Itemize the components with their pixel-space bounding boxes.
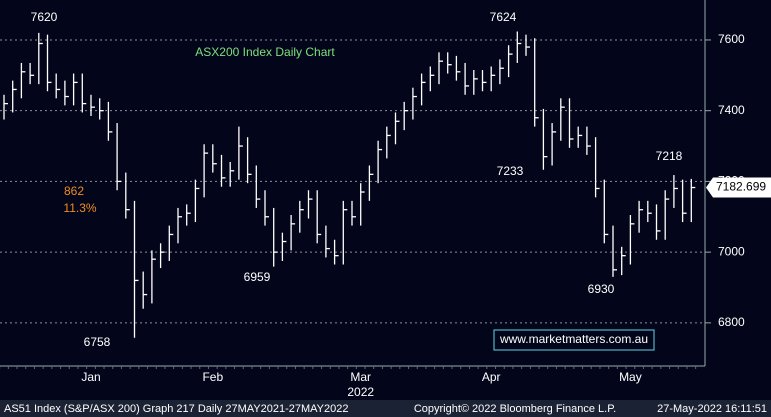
x-tick-label: Feb [202, 370, 223, 384]
footer-left: AS51 Index (S&P/ASX 200) Graph 217 Daily… [4, 403, 348, 415]
x-tick-label: Mar [350, 370, 371, 384]
footer-center: Copyright© 2022 Bloomberg Finance L.P. [414, 403, 616, 415]
annotation: 6930 [588, 282, 615, 296]
annotation: 11.3% [63, 201, 96, 215]
x-tick-label: Apr [482, 370, 501, 384]
last-price-box [706, 177, 771, 198]
y-tick-label: 6800 [718, 315, 745, 329]
footer-right: 27-May-2022 16:11:51 [657, 403, 767, 415]
annotation: 6758 [84, 335, 111, 349]
x-sublabel: 2022 [347, 385, 374, 399]
x-tick-label: May [619, 370, 642, 384]
y-tick-label: 7000 [718, 244, 745, 258]
chart-title: ASX200 Index Daily Chart [195, 45, 335, 59]
x-tick-label: Jan [81, 370, 100, 384]
website: www.marketmatters.com.au [499, 332, 648, 346]
last-price-label: 7182.699 [716, 180, 766, 194]
annotation: 7218 [656, 149, 683, 163]
annotation: 7624 [490, 10, 517, 24]
footer-band [0, 400, 771, 417]
y-tick-label: 7600 [718, 32, 745, 46]
annotation: 7620 [31, 10, 58, 24]
annotation: 6959 [244, 270, 271, 284]
website-box [493, 329, 655, 351]
annotation: 7233 [497, 164, 524, 178]
annotation: 862 [64, 184, 84, 198]
y-tick-label: 7400 [718, 103, 745, 117]
